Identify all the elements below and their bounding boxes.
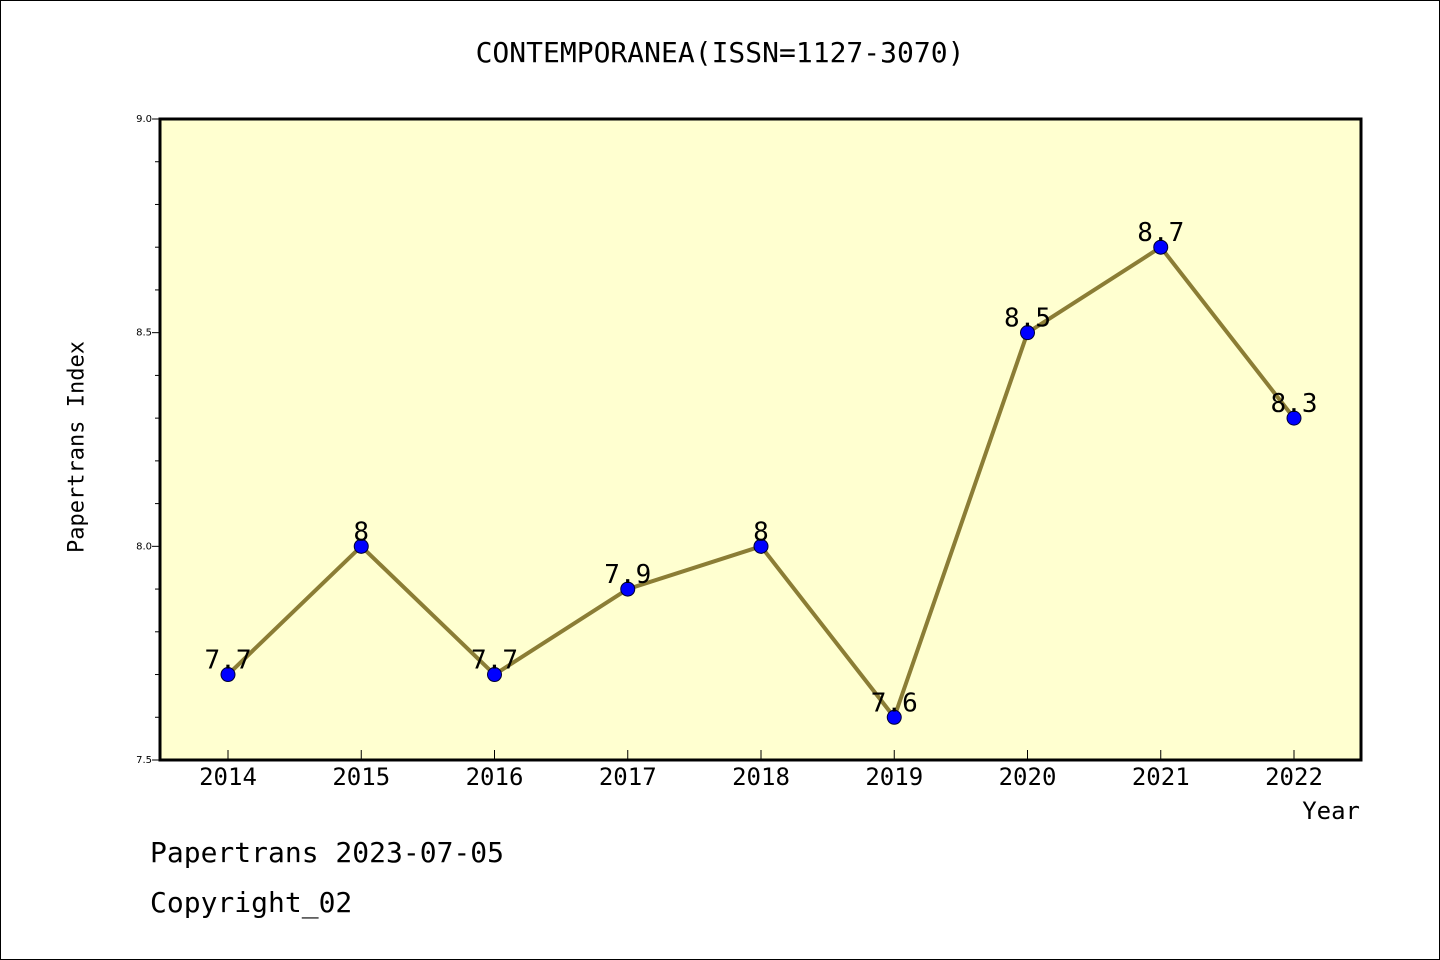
y-tick-label: 8.5	[136, 328, 152, 339]
data-label: 7.9	[604, 560, 651, 590]
footer-copyright: Copyright_02	[150, 886, 353, 919]
data-label: 7.7	[205, 646, 252, 676]
data-label: 8.3	[1271, 389, 1318, 419]
data-label: 8	[753, 517, 769, 547]
x-tick-label: 2015	[332, 763, 390, 791]
data-label: 8	[353, 517, 369, 547]
x-tick-label: 2020	[999, 763, 1057, 791]
chart-title: CONTEMPORANEA(ISSN=1127-3070)	[475, 36, 965, 69]
data-point	[1020, 325, 1035, 341]
x-tick-label: 2017	[599, 763, 657, 791]
x-tick-label: 2022	[1265, 763, 1323, 791]
x-tick-label: 2021	[1132, 763, 1190, 791]
data-point	[1153, 239, 1169, 255]
y-tick-label: 9.0	[136, 114, 152, 125]
data-point	[620, 581, 636, 597]
data-label: 8.5	[1004, 304, 1051, 334]
footer-date: Papertrans 2023-07-05	[150, 836, 505, 869]
data-label: 7.6	[871, 688, 918, 718]
x-tick-label: 2016	[466, 763, 524, 791]
plot-area	[158, 117, 1363, 762]
data-point	[886, 709, 902, 725]
data-point	[220, 667, 236, 683]
y-tick-label: 8.0	[136, 541, 152, 552]
y-tick-label: 7.5	[136, 755, 152, 766]
data-label: 8.7	[1137, 218, 1184, 248]
x-tick-label: 2014	[199, 763, 257, 791]
x-tick-label: 2018	[732, 763, 790, 791]
data-point	[753, 538, 769, 554]
data-label: 7.7	[471, 646, 518, 676]
x-axis-label: Year	[1302, 797, 1360, 825]
data-point	[1286, 410, 1302, 426]
data-point	[353, 538, 369, 554]
data-point	[487, 667, 502, 683]
x-tick-label: 2019	[865, 763, 923, 791]
